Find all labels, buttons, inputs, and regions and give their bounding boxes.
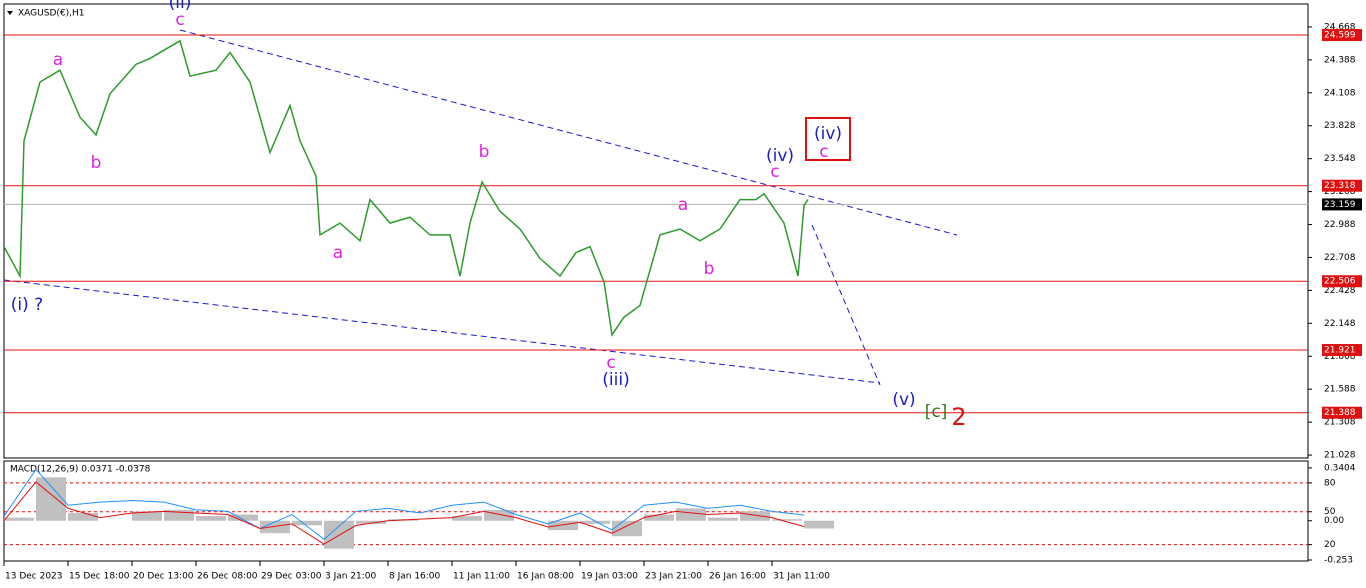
histogram-bar <box>324 520 354 549</box>
projection-line <box>811 224 881 386</box>
y-tick-label: 24.108 <box>1324 88 1356 98</box>
histogram-bar <box>676 508 706 521</box>
wave-label: c <box>770 162 779 182</box>
menu-arrow[interactable] <box>7 11 13 15</box>
wave-label: (iii) <box>602 370 629 390</box>
histogram-bar <box>644 514 674 521</box>
wave-label: b <box>704 259 715 279</box>
wave-label: 2 <box>951 403 966 431</box>
y-tick-label: 21.588 <box>1324 385 1356 395</box>
x-tick-label: 31 Jan 11:00 <box>773 572 830 582</box>
y-tick-label: 20 <box>1324 540 1336 550</box>
y-tick-label: 80 <box>1324 478 1336 488</box>
histogram-bar <box>260 520 290 534</box>
x-tick-label: 13 Dec 2023 <box>5 572 63 582</box>
x-tick-label: 8 Jan 16:00 <box>389 572 441 582</box>
histogram-bar <box>196 516 226 521</box>
y-tick-label: 22.148 <box>1324 319 1356 329</box>
x-tick-label: 11 Jan 11:00 <box>453 572 510 582</box>
y-tick-label: 23.268 <box>1324 187 1356 197</box>
histogram-bar <box>804 520 834 529</box>
wave-label: a <box>678 195 688 215</box>
wave-label: (ii) <box>169 0 192 13</box>
y-tick-label: 50 <box>1324 507 1336 517</box>
x-tick-label: 26 Dec 08:00 <box>197 572 258 582</box>
macd-title: MACD(12,26,9) 0.0371 -0.0378 <box>10 465 151 475</box>
y-tick-label: 21.868 <box>1324 352 1356 362</box>
x-tick-label: 3 Jan 21:00 <box>325 572 377 582</box>
y-tick-label: 23.828 <box>1324 121 1356 131</box>
wave-label: [c] <box>925 402 948 422</box>
histogram-bar <box>132 511 162 521</box>
y-tick-label: -0.253 <box>1324 556 1353 566</box>
y-tick-label: 22.708 <box>1324 253 1356 263</box>
current-price-box <box>1322 198 1362 211</box>
level-label: 24.599 <box>1324 31 1356 41</box>
histogram-bar <box>4 517 34 521</box>
macd-line <box>3 468 805 541</box>
wave-label: (v) <box>892 390 915 410</box>
y-tick-label: 21.028 <box>1324 451 1356 461</box>
histogram-bar <box>164 509 194 521</box>
histogram-bar <box>68 512 98 521</box>
level-box <box>1322 275 1362 288</box>
wave-label: a <box>333 243 343 263</box>
level-label: 23.318 <box>1324 181 1356 191</box>
histogram-bar <box>228 514 258 521</box>
level-box <box>1322 179 1362 192</box>
x-tick-label: 20 Dec 13:00 <box>133 572 194 582</box>
x-tick-label: 16 Jan 08:00 <box>517 572 574 582</box>
main-panel <box>3 3 1309 459</box>
level-box <box>1322 406 1362 419</box>
x-tick-label: 29 Dec 03:00 <box>261 572 322 582</box>
level-label: 21.388 <box>1324 408 1356 418</box>
histogram-bar <box>356 520 386 524</box>
annotation-box <box>805 117 851 161</box>
y-tick-label: 22.988 <box>1324 220 1356 230</box>
x-tick-label: 19 Jan 03:00 <box>581 572 638 582</box>
y-tick-label: 24.668 <box>1324 22 1356 32</box>
y-tick-label: 0.3404 <box>1324 463 1356 473</box>
histogram-bar <box>452 516 482 521</box>
wave-label: a <box>53 50 63 70</box>
wave-label: (iv) <box>766 146 794 166</box>
trendline <box>3 279 881 384</box>
current-price-label: 23.159 <box>1324 200 1356 210</box>
level-box <box>1322 344 1362 357</box>
histogram-bar <box>580 520 610 524</box>
x-tick-label: 15 Dec 18:00 <box>69 572 130 582</box>
wave-label: c <box>819 142 828 162</box>
level-box <box>1322 29 1362 42</box>
wave-label: b <box>91 153 102 173</box>
histogram-bar <box>612 520 642 537</box>
x-tick-label: 23 Jan 21:00 <box>645 572 702 582</box>
y-tick-label: 22.428 <box>1324 286 1356 296</box>
histogram-bar <box>36 477 66 521</box>
macd-panel <box>3 460 1309 562</box>
chart-title: XAGUSD(€),H1 <box>18 9 84 19</box>
wave-label: (iv) <box>814 124 842 144</box>
macd-line <box>3 481 805 545</box>
y-tick-label: 24.388 <box>1324 55 1356 65</box>
level-label: 21.921 <box>1324 346 1356 356</box>
wave-label: (i) ? <box>11 295 43 315</box>
y-tick-label: 0.00 <box>1324 516 1344 526</box>
histogram-bar <box>548 520 578 531</box>
y-tick-label: 21.308 <box>1324 418 1356 428</box>
histogram-bar <box>292 520 322 526</box>
histogram-bar <box>740 511 770 521</box>
histogram-bar <box>484 509 514 521</box>
wave-label: b <box>479 142 490 162</box>
wave-label: c <box>175 10 184 30</box>
histogram-bar <box>708 517 738 521</box>
y-tick-label: 23.548 <box>1324 154 1356 164</box>
trendline <box>179 29 958 236</box>
histogram-bar <box>772 519 802 521</box>
level-label: 22.506 <box>1324 277 1356 287</box>
price-line <box>3 39 809 337</box>
wave-label: c <box>606 353 615 373</box>
x-tick-label: 26 Jan 16:00 <box>709 572 766 582</box>
